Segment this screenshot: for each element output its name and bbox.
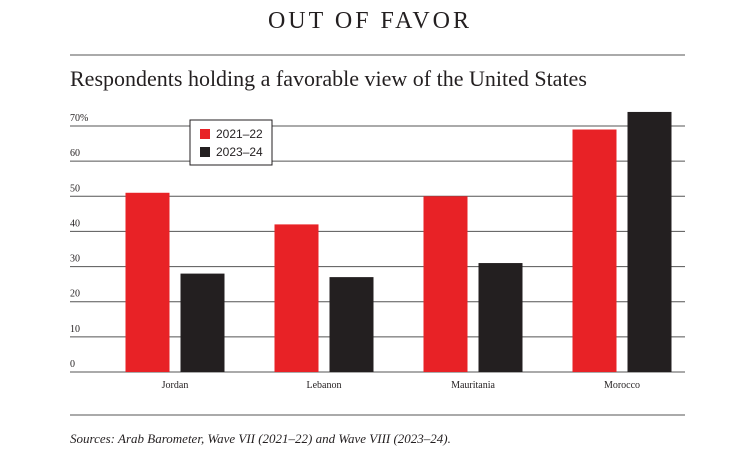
y-tick-label: 40 (70, 218, 80, 229)
bar (572, 129, 617, 372)
y-tick-label: 30 (70, 254, 80, 265)
bar (180, 273, 225, 372)
x-tick-label: Jordan (162, 380, 189, 391)
bar (423, 196, 468, 372)
y-tick-label: 60 (70, 148, 80, 159)
bar (274, 224, 319, 372)
bar (125, 192, 170, 372)
y-tick-label: 70% (70, 113, 88, 124)
bar (329, 277, 374, 372)
source-note: Sources: Arab Barometer, Wave VII (2021–… (70, 431, 451, 446)
chart-subtitle: Respondents holding a favorable view of … (70, 66, 587, 91)
legend-swatch (200, 129, 210, 139)
bar (627, 111, 672, 372)
legend-box (189, 119, 273, 166)
bar (478, 263, 523, 372)
legend-label: 2021–22 (216, 127, 263, 141)
y-tick-label: 20 (70, 289, 80, 300)
x-tick-label: Morocco (604, 380, 640, 391)
x-tick-label: Lebanon (307, 380, 342, 391)
y-tick-label: 0 (70, 359, 75, 370)
chart-title: OUT OF FAVOR (268, 8, 472, 34)
y-tick-label: 50 (70, 183, 80, 194)
legend-swatch (200, 147, 210, 157)
x-tick-label: Mauritania (451, 380, 495, 391)
y-tick-label: 10 (70, 324, 80, 335)
legend-label: 2023–24 (216, 145, 263, 159)
